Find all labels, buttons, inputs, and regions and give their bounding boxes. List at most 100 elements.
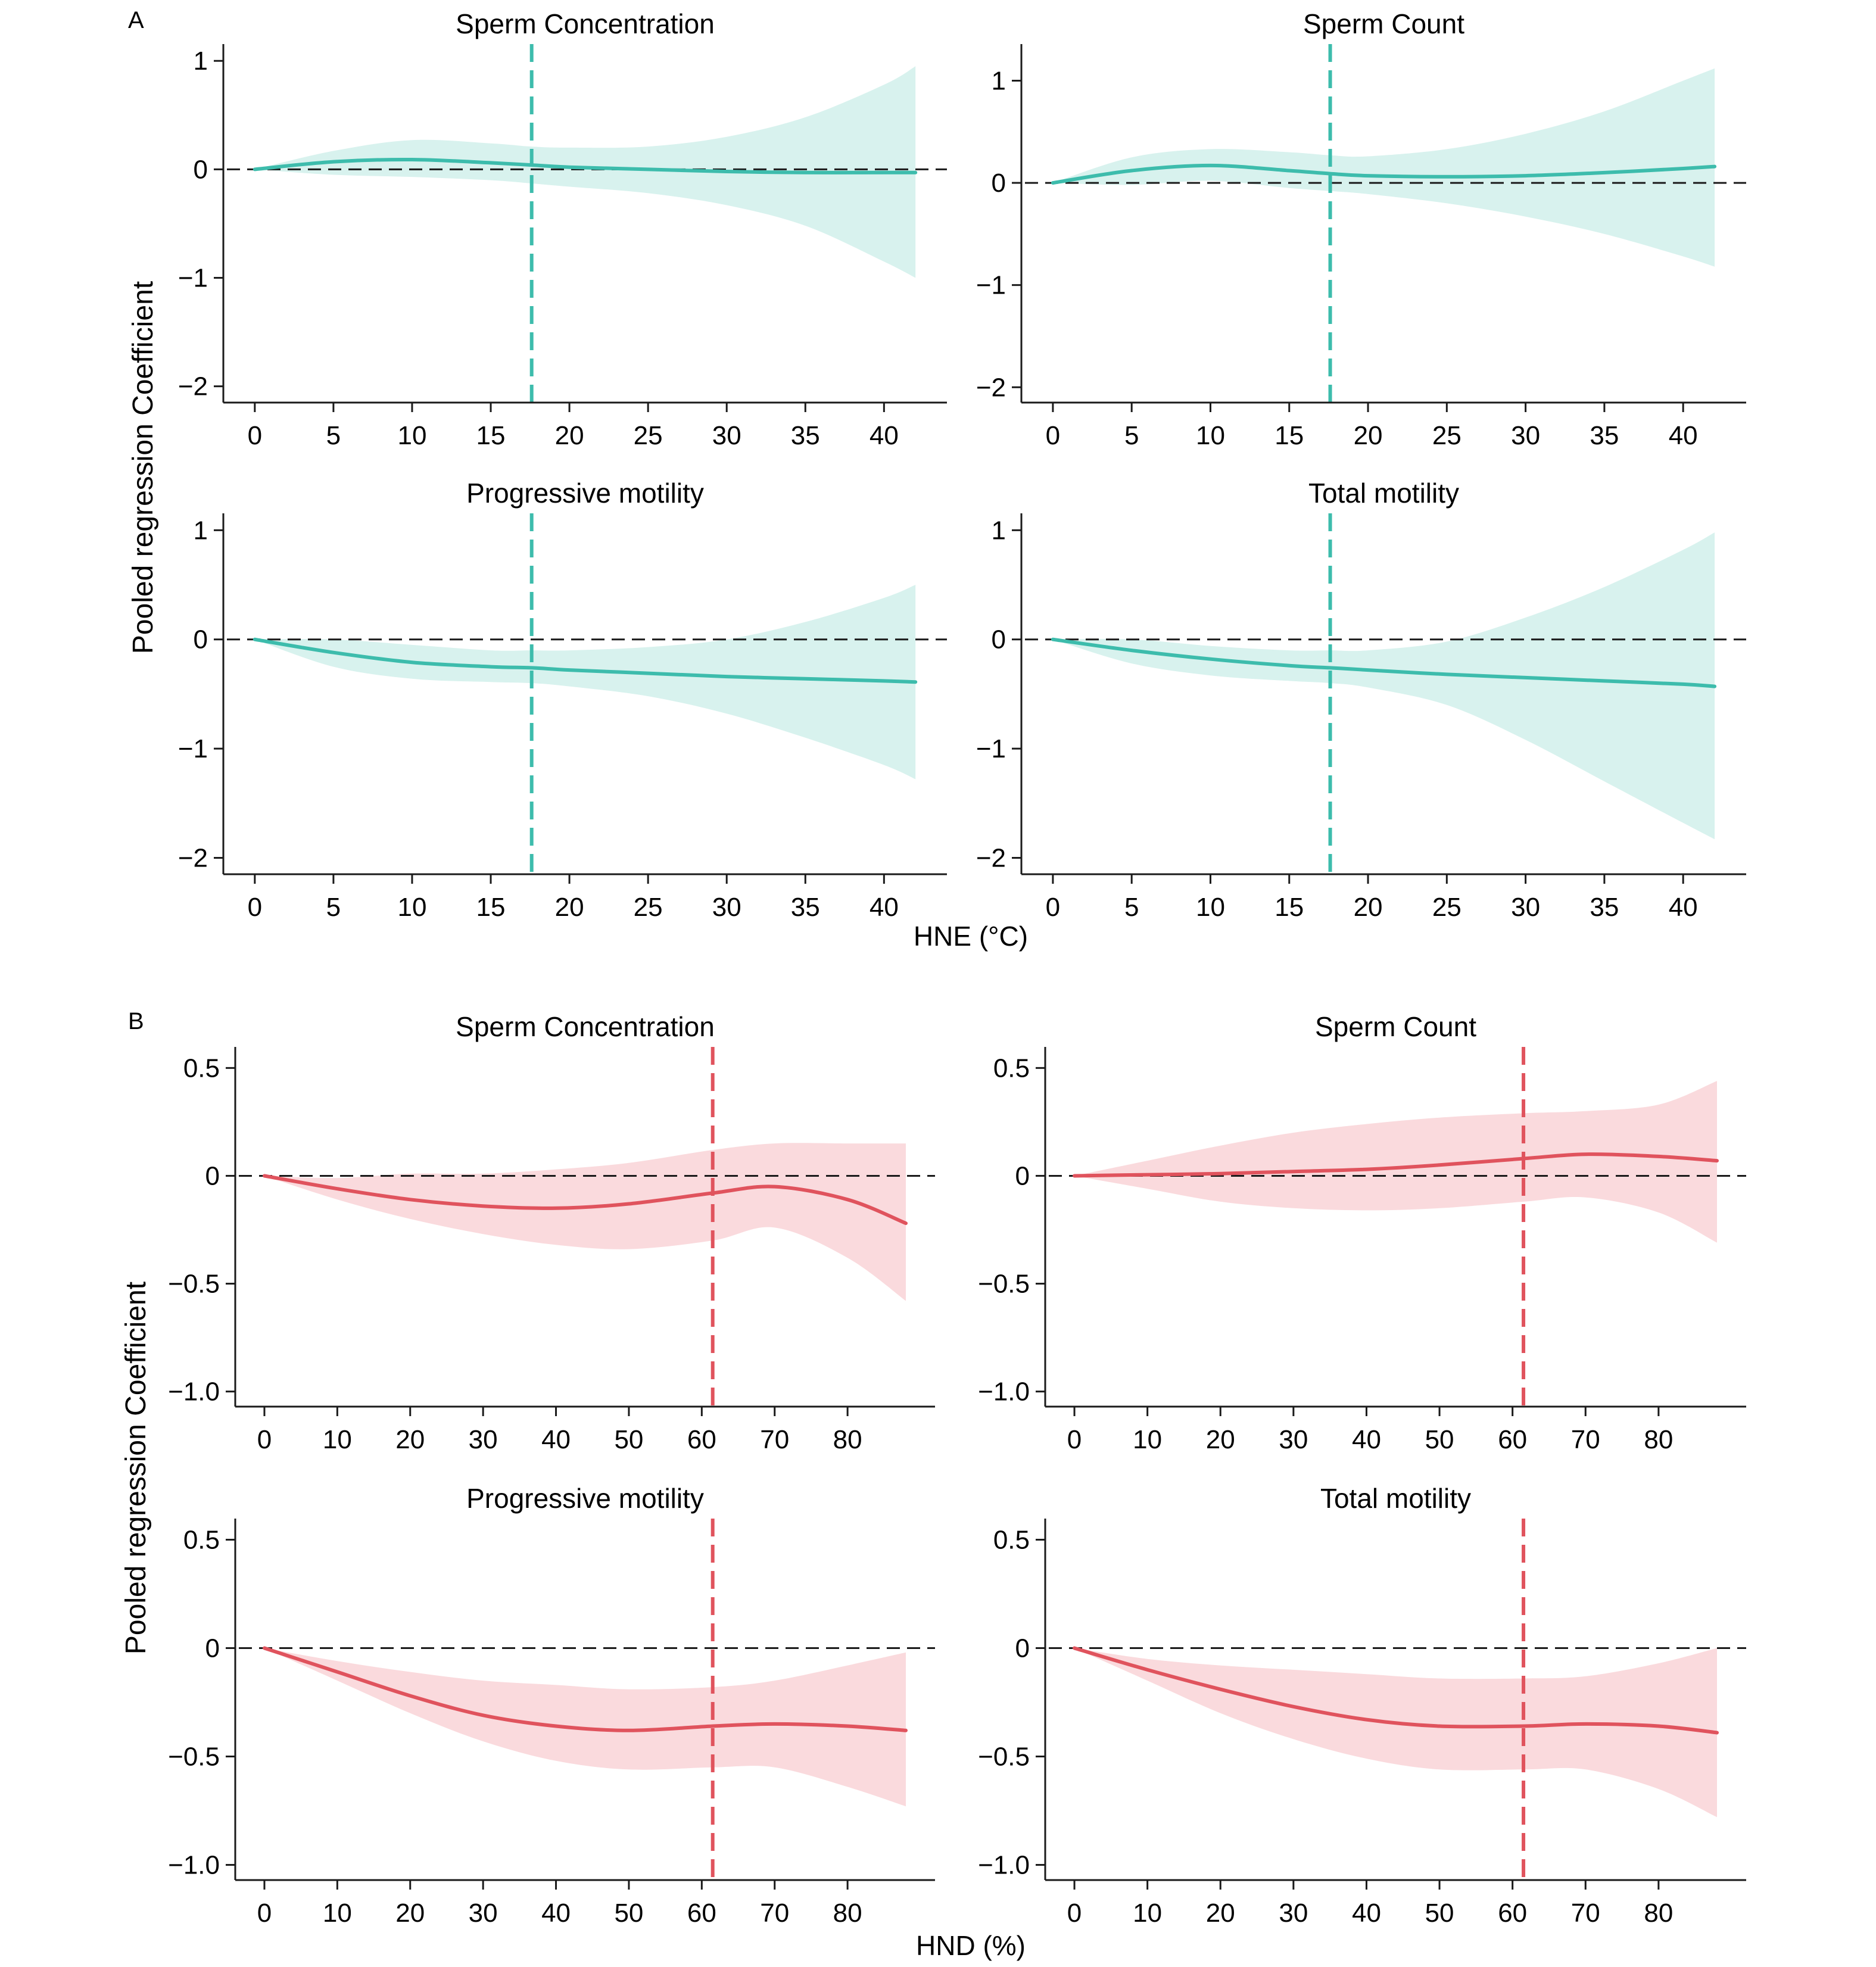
panel-b-sperm-count-x-tick-label-40: 40 bbox=[1352, 1425, 1381, 1454]
panel-a-sperm-count-x-tick-label-30: 30 bbox=[1511, 421, 1540, 450]
panel-b-sperm-concentration-x-tick-label-50: 50 bbox=[614, 1425, 643, 1454]
panel-b-total-motility-x-tick-label-80: 80 bbox=[1644, 1899, 1673, 1928]
panel-b-sperm-count-x-tick-label-80: 80 bbox=[1644, 1425, 1673, 1454]
panel-b-sperm-concentration-x-tick-label-40: 40 bbox=[541, 1425, 571, 1454]
panel-a-sperm-count-x-tick-label-5: 5 bbox=[1124, 421, 1139, 450]
panel-b-total-motility-x-tick-label-50: 50 bbox=[1425, 1899, 1454, 1928]
panel-a-sperm-concentration-x-tick-label-10: 10 bbox=[397, 421, 426, 450]
panel-b-total-motility-estimate-line bbox=[1073, 1646, 1719, 1735]
panel-a-sperm-concentration-y-tick-label-2: −1 bbox=[178, 264, 208, 293]
panel-b-total-motility-y-tick-label-2: −0.5 bbox=[978, 1742, 1030, 1772]
panel-a-total-motility-y-tick-label-1: 0 bbox=[992, 625, 1006, 654]
x-axis-label-b: HND (%) bbox=[916, 1930, 1026, 1961]
panel-a-label: A bbox=[128, 7, 144, 33]
panel-a-total-motility-y-tick-label-0: 1 bbox=[992, 516, 1006, 545]
panel-b-total-motility-x-tick-label-70: 70 bbox=[1571, 1899, 1600, 1928]
panel-b-sperm-concentration-x-tick-label-70: 70 bbox=[760, 1425, 789, 1454]
panel-a-progressive-motility-y-tick-label-1: 0 bbox=[194, 625, 208, 654]
panel-a-sperm-count-y-tick-label-0: 1 bbox=[992, 66, 1006, 95]
panel-a-progressive-motility-x-tick-label-40: 40 bbox=[870, 893, 899, 922]
panel-b-sperm-count-x-tick-label-70: 70 bbox=[1571, 1425, 1600, 1454]
panel-a-progressive-motility-y-tick-label-2: −1 bbox=[178, 734, 208, 763]
panel-a-progressive-motility-y-tick-label-0: 1 bbox=[194, 516, 208, 545]
panel-a-total-motility-x-tick-label-5: 5 bbox=[1124, 893, 1139, 922]
panel-b-total-motility-x-tick-label-40: 40 bbox=[1352, 1899, 1381, 1928]
panel-a-total-motility-y-tick-label-2: −1 bbox=[976, 734, 1006, 763]
panel-b-progressive-motility-y-tick-label-3: −1.0 bbox=[168, 1851, 220, 1880]
panel-b-total-motility-x-tick-label-30: 30 bbox=[1279, 1899, 1308, 1928]
panel-b-sperm-concentration-x-tick-label-80: 80 bbox=[833, 1425, 862, 1454]
panel-b-total-motility-x-tick-label-10: 10 bbox=[1133, 1899, 1162, 1928]
panel-a-progressive-motility-x-tick-label-15: 15 bbox=[476, 893, 506, 922]
panel-a-sperm-concentration-y-tick-label-3: −2 bbox=[178, 372, 208, 401]
panel-b-sperm-concentration-chart: Sperm Concentration 0 10 20 30 40 50 60 70 80 0.5 0… bbox=[168, 1011, 935, 1454]
panel-a-sperm-count-y-tick-label-1: 0 bbox=[992, 169, 1006, 198]
panel-b-progressive-motility-x-tick-label-40: 40 bbox=[541, 1899, 571, 1928]
panel-b-total-motility-y-tick-label-1: 0 bbox=[1015, 1634, 1030, 1663]
panel-b-sperm-count-y-tick-label-2: −0.5 bbox=[978, 1270, 1030, 1299]
panel-b-progressive-motility-estimate-line bbox=[263, 1646, 908, 1732]
panel-b-progressive-motility-x-tick-label-30: 30 bbox=[469, 1899, 498, 1928]
panel-b-sperm-concentration-title: Sperm Concentration bbox=[456, 1011, 715, 1042]
panel-a-sperm-concentration-x-tick-label-0: 0 bbox=[248, 421, 262, 450]
panel-a-sperm-count-x-tick-label-10: 10 bbox=[1196, 421, 1225, 450]
panel-b-sperm-concentration-x-tick-label-0: 0 bbox=[257, 1425, 272, 1454]
panel-a-total-motility-x-tick-label-35: 35 bbox=[1590, 893, 1619, 922]
panel-a-sperm-concentration-x-tick-label-15: 15 bbox=[476, 421, 506, 450]
panel-a-sperm-count-x-tick-label-35: 35 bbox=[1590, 421, 1619, 450]
panel-a-sperm-count-y-tick-label-2: −1 bbox=[976, 271, 1006, 300]
panel-b-total-motility-x-tick-label-60: 60 bbox=[1498, 1899, 1527, 1928]
panel-a-progressive-motility-x-tick-label-10: 10 bbox=[397, 893, 426, 922]
panel-b-total-motility-confidence-band bbox=[1074, 1648, 1717, 1818]
panel-b-sperm-count-x-tick-label-10: 10 bbox=[1133, 1425, 1162, 1454]
panel-b-sperm-concentration-confidence-band bbox=[264, 1143, 906, 1301]
panel-b-sperm-concentration-y-tick-label-3: −1.0 bbox=[168, 1377, 220, 1407]
panel-a-total-motility-x-tick-label-10: 10 bbox=[1196, 893, 1225, 922]
panel-b-sperm-count-x-tick-label-0: 0 bbox=[1067, 1425, 1082, 1454]
panel-a-sperm-count-x-tick-label-25: 25 bbox=[1432, 421, 1461, 450]
panel-a-sperm-count-estimate-line bbox=[1051, 163, 1717, 185]
panel-a-sperm-count-title: Sperm Count bbox=[1303, 8, 1464, 39]
panel-b-sperm-concentration-x-tick-label-60: 60 bbox=[687, 1425, 716, 1454]
panel-a-progressive-motility-confidence-band bbox=[254, 585, 916, 780]
panel-a-sperm-concentration-confidence-band bbox=[254, 66, 916, 278]
panel-b-progressive-motility-y-tick-label-0: 0.5 bbox=[183, 1525, 220, 1554]
panel-a-total-motility-x-tick-label-0: 0 bbox=[1046, 893, 1060, 922]
panel-b-progressive-motility-x-tick-label-10: 10 bbox=[323, 1899, 352, 1928]
panel-a-sperm-count-x-tick-label-15: 15 bbox=[1274, 421, 1304, 450]
panel-b-total-motility-x-tick-label-0: 0 bbox=[1067, 1899, 1082, 1928]
panel-b-progressive-motility-x-tick-label-70: 70 bbox=[760, 1899, 789, 1928]
panel-b-sperm-count-x-tick-label-20: 20 bbox=[1206, 1425, 1235, 1454]
panel-a-total-motility-x-tick-label-40: 40 bbox=[1669, 893, 1698, 922]
panel-a-total-motility-x-tick-label-15: 15 bbox=[1274, 893, 1304, 922]
panel-b-sperm-concentration-y-tick-label-1: 0 bbox=[205, 1161, 220, 1190]
panel-a-progressive-motility-title: Progressive motility bbox=[466, 478, 704, 509]
panel-a-sperm-count-x-tick-label-40: 40 bbox=[1669, 421, 1698, 450]
panel-b-sperm-count-chart: Sperm Count 0 10 20 30 40 50 60 70 80 0.5 0 −0.5 −1.0 bbox=[978, 1011, 1746, 1454]
panel-b-progressive-motility-chart: Progressive motility 0 10 20 30 40 50 60 70 80 0.5… bbox=[168, 1483, 935, 1928]
panel-a-progressive-motility-x-tick-label-35: 35 bbox=[791, 893, 820, 922]
panel-b-progressive-motility-x-tick-label-20: 20 bbox=[395, 1899, 425, 1928]
panel-b-sperm-count-y-tick-label-3: −1.0 bbox=[978, 1377, 1030, 1407]
panel-a-progressive-motility-x-tick-label-30: 30 bbox=[712, 893, 741, 922]
y-axis-label-a: Pooled regression Coefficient bbox=[127, 281, 159, 654]
y-axis-label-b: Pooled regression Coefficient bbox=[120, 1282, 152, 1654]
panel-b-total-motility-chart: Total motility 0 10 20 30 40 50 60 70 80 0.5 0 −0.5 −… bbox=[978, 1483, 1746, 1928]
panel-b-sperm-count-y-tick-label-0: 0.5 bbox=[993, 1053, 1030, 1083]
panel-b-sperm-count-confidence-band bbox=[1074, 1081, 1717, 1243]
panel-b-total-motility-title: Total motility bbox=[1320, 1483, 1471, 1514]
panel-a-progressive-motility-x-tick-label-20: 20 bbox=[555, 893, 584, 922]
panel-b-sperm-count-estimate-line bbox=[1073, 1152, 1719, 1178]
panel-b-sperm-count-x-tick-label-50: 50 bbox=[1425, 1425, 1454, 1454]
panel-a-total-motility-confidence-band bbox=[1052, 532, 1715, 840]
panel-b-sperm-concentration-x-tick-label-30: 30 bbox=[469, 1425, 498, 1454]
panel-a-sperm-count-x-tick-label-0: 0 bbox=[1046, 421, 1060, 450]
panel-b-sperm-concentration-x-tick-label-20: 20 bbox=[395, 1425, 425, 1454]
panel-a-total-motility-x-tick-label-25: 25 bbox=[1432, 893, 1461, 922]
panel-a-total-motility-x-tick-label-20: 20 bbox=[1354, 893, 1383, 922]
panel-a-progressive-motility-estimate-line bbox=[253, 637, 918, 684]
panel-a-sperm-concentration-x-tick-label-35: 35 bbox=[791, 421, 820, 450]
